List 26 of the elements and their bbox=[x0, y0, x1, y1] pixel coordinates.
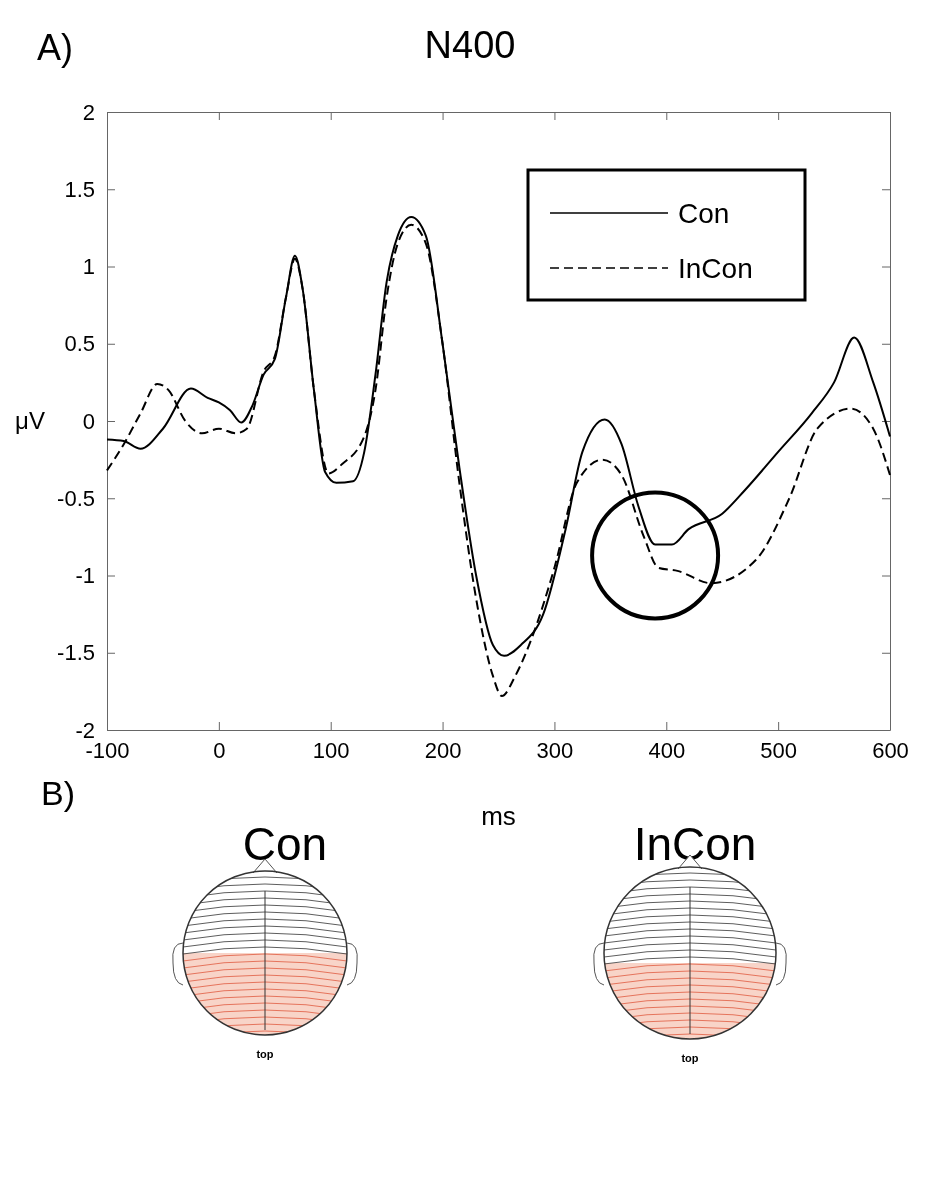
y-tick-label: 1 bbox=[82, 254, 95, 280]
x-axis-title: ms bbox=[481, 801, 516, 831]
x-tick-label: 0 bbox=[213, 737, 226, 763]
y-axis-title: μV bbox=[15, 407, 45, 434]
text: B) bbox=[41, 774, 75, 812]
text: top bbox=[256, 1048, 274, 1060]
chart-title: N400 bbox=[424, 24, 516, 66]
text: A) bbox=[37, 27, 73, 68]
y-tick-label: 1.5 bbox=[64, 176, 95, 202]
x-tick-label: 200 bbox=[424, 737, 462, 763]
y-tick-label: -1 bbox=[75, 563, 95, 589]
x-tick-label: 400 bbox=[648, 737, 686, 763]
y-tick-label: -1.5 bbox=[57, 640, 95, 666]
y-tick-label: -0.5 bbox=[57, 485, 95, 511]
legend-label: InCon bbox=[678, 253, 753, 284]
x-tick-label: 500 bbox=[760, 737, 797, 763]
x-tick-label: 600 bbox=[872, 737, 909, 763]
x-tick-label: 100 bbox=[312, 737, 350, 763]
text: InCon bbox=[633, 818, 757, 870]
y-tick-label: 0 bbox=[82, 408, 95, 434]
y-tick-label: 0.5 bbox=[64, 331, 95, 357]
y-tick-label: 2 bbox=[82, 99, 95, 125]
x-tick-label: 300 bbox=[536, 737, 574, 763]
legend-label: Con bbox=[678, 198, 730, 229]
text: top bbox=[681, 1052, 699, 1064]
text: Con bbox=[242, 818, 328, 870]
